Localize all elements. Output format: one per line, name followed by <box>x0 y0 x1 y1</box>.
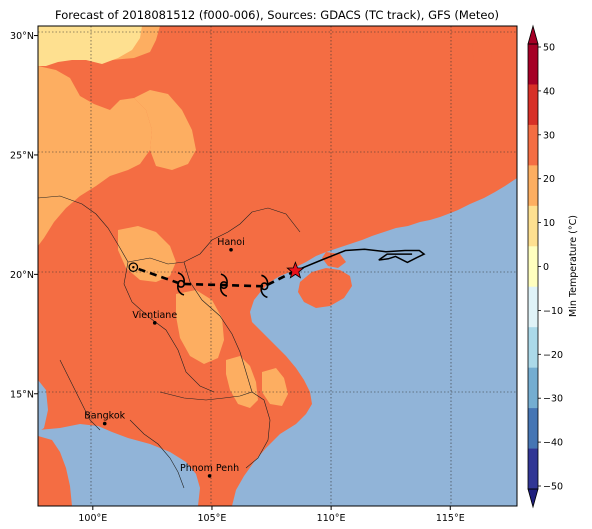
colorbar-tick-label: −20 <box>543 350 563 361</box>
y-tick-label: 15°N <box>10 389 34 400</box>
colorbar-band <box>528 84 538 126</box>
city-label: Vientiane <box>132 310 177 321</box>
past-track-line <box>295 248 426 272</box>
colorbar-band <box>528 408 538 449</box>
colorbar: 50 40 30 20 10 0 −10 −20 −30 −40 −50 <box>527 24 563 509</box>
colorbar-tick-label: −50 <box>543 482 563 493</box>
colorbar-tick-label: 10 <box>543 218 555 229</box>
city-dot <box>152 321 157 325</box>
city-dot <box>207 474 212 478</box>
colorbar-tick-label: −10 <box>543 306 563 317</box>
taiwan-island <box>472 36 492 74</box>
colorbar-band <box>528 205 538 247</box>
longitude-axis: 100°E 105°E 110°E 115°E <box>78 506 465 524</box>
track-end-marker <box>128 262 139 273</box>
x-tick-label: 105°E <box>198 513 227 524</box>
map-area: Hanoi Vientiane Bangkok Phnom Penh <box>38 26 517 506</box>
map-title: Forecast of 2018081512 (f000-006), Sourc… <box>55 8 499 22</box>
tropical-storm-icon <box>176 272 186 296</box>
y-tick-label: 20°N <box>10 270 34 281</box>
tropical-storm-icon <box>260 274 269 299</box>
hainan-island <box>298 268 352 308</box>
colorbar-band <box>528 165 538 207</box>
track-end-ring <box>128 262 139 273</box>
colorbar-tick-label: 50 <box>543 43 555 54</box>
city-label: Hanoi <box>217 237 244 248</box>
mild-region-west <box>38 66 152 246</box>
mild-region-annamite <box>226 356 258 408</box>
map-frame <box>37 25 518 507</box>
latitude-axis: 15°N 20°N 25°N 30°N <box>10 31 38 400</box>
colorbar-tick-label: −40 <box>543 438 563 449</box>
city-label: Phnom Penh <box>180 463 239 474</box>
colorbar-tick-label: 20 <box>543 174 555 185</box>
colorbar-under-arrow <box>527 488 539 509</box>
x-tick-label: 100°E <box>78 513 107 524</box>
leizhou-peninsula <box>322 252 346 268</box>
city-dot <box>229 247 233 252</box>
mild-region-plateau <box>134 90 196 170</box>
x-tick-label: 115°E <box>436 513 465 524</box>
gulf-of-thailand <box>38 424 200 506</box>
colorbar-tick-label: 40 <box>543 86 555 97</box>
colorbar-band <box>528 327 538 368</box>
colorbar-band <box>528 286 538 328</box>
x-tick-label: 110°E <box>317 513 346 524</box>
colorbar-tick-label: −30 <box>543 394 563 405</box>
country-borders <box>38 195 301 489</box>
colorbar-tick-label: 30 <box>543 130 555 141</box>
city-markers: Hanoi Vientiane Bangkok Phnom Penh <box>84 237 245 478</box>
mild-region-highlands <box>262 368 288 406</box>
colorbar-band <box>528 448 538 490</box>
y-tick-label: 30°N <box>10 31 34 42</box>
y-tick-label: 25°N <box>10 150 34 161</box>
cool-region-tibet <box>38 26 142 66</box>
storm-symbols <box>176 272 269 299</box>
current-position-star-shape <box>286 261 305 279</box>
colorbar-over-arrow <box>527 24 539 45</box>
current-position-star <box>286 261 305 279</box>
colorbar-band <box>528 246 538 288</box>
colorbar-tick-label: 0 <box>543 262 549 273</box>
colorbar-band <box>528 367 538 409</box>
west-sea-strip <box>38 380 48 432</box>
gridlines <box>38 26 517 506</box>
forecast-track-line <box>132 265 296 288</box>
city-label: Bangkok <box>84 411 125 422</box>
city-dot <box>102 421 107 426</box>
tropical-storm-icon <box>219 273 228 297</box>
colorbar-label: Min Temperature (°C) <box>568 215 579 317</box>
track-end-dot <box>132 265 135 269</box>
colorbar-band <box>528 44 538 85</box>
malay-peninsula <box>38 436 72 506</box>
colorbar-band <box>528 124 538 166</box>
